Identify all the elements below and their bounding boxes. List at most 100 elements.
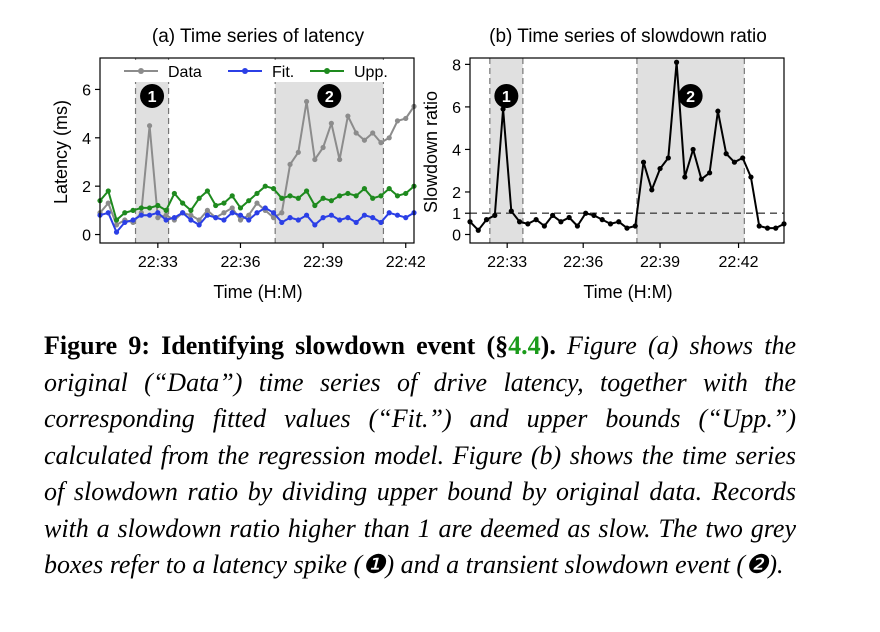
series-fit-point — [146, 212, 153, 218]
chart-a-event-number-1: 1 — [148, 89, 157, 106]
series-upp-point — [188, 207, 194, 213]
latency-chart: (a) Time series of latency 1 2 0 2 4 6 22:33… — [51, 26, 426, 302]
series-fit-point — [287, 215, 293, 221]
series-data-point — [163, 212, 169, 218]
series-fit-point — [221, 217, 227, 223]
series-data-point — [295, 149, 301, 155]
series-fit-point — [279, 219, 285, 226]
caption-lead-close: ). — [540, 331, 556, 360]
series-fit-point — [155, 210, 161, 216]
chart-b-xtick-label: 22:42 — [719, 254, 759, 271]
series-fit-point — [180, 210, 186, 216]
series-fit-point — [113, 229, 120, 235]
series-fit-point — [229, 210, 235, 216]
section-reference-link[interactable]: 4.4 — [508, 331, 541, 360]
series-data-point — [312, 156, 318, 163]
series-data-point — [394, 118, 401, 124]
chart-a-ytick-label: 6 — [82, 82, 91, 99]
series-slowdown-ratio-point — [740, 155, 746, 161]
series-fit-point — [320, 215, 326, 221]
chart-b-ytick-label: 8 — [452, 57, 461, 74]
chart-a-xtick-label: 22:42 — [386, 254, 426, 271]
series-upp-point — [287, 193, 293, 199]
series-upp-point — [312, 202, 318, 209]
chart-b-xtick-label: 22:36 — [563, 254, 603, 271]
series-upp-point — [171, 190, 177, 197]
chart-b-event-number-1: 1 — [502, 89, 511, 106]
series-slowdown-ratio-point — [616, 219, 622, 225]
series-upp-point — [320, 195, 326, 201]
series-upp-point — [361, 185, 368, 192]
series-data-point — [105, 200, 111, 206]
series-fit-point — [138, 212, 144, 218]
series-upp-point — [270, 185, 277, 192]
series-upp-point — [196, 195, 202, 201]
series-slowdown-ratio-point — [599, 217, 605, 223]
series-slowdown-ratio-point — [649, 187, 655, 193]
series-upp-point — [180, 200, 186, 206]
series-data-point — [237, 217, 244, 223]
series-data-point — [279, 210, 285, 216]
series-slowdown-ratio-point — [731, 159, 738, 165]
chart-a-ytick-label: 4 — [82, 131, 91, 148]
series-fit-point — [353, 219, 359, 226]
series-slowdown-ratio-point — [682, 174, 688, 180]
series-upp-point — [130, 207, 136, 213]
series-slowdown-ratio-point — [541, 223, 547, 229]
series-slowdown-ratio-point — [624, 225, 630, 231]
series-fit-point — [246, 217, 252, 223]
series-upp-point — [237, 205, 244, 211]
chart-a-frame — [99, 57, 415, 244]
legend-data-marker — [138, 68, 144, 74]
series-slowdown-ratio-point — [591, 212, 597, 218]
series-slowdown-ratio-point — [483, 217, 490, 223]
series-slowdown-ratio-point — [690, 146, 696, 153]
chart-b-xtick-label: 22:39 — [640, 254, 680, 271]
series-fit-point — [303, 212, 310, 218]
chart-a-ylabel: Latency (ms) — [51, 100, 71, 204]
series-slowdown-ratio-point — [566, 214, 572, 221]
series-slowdown-ratio-point — [764, 225, 771, 231]
caption-lead: Figure 9: Identifying slowdown event (§4… — [44, 331, 556, 360]
caption-lead-text: Figure 9: Identifying slowdown event (§ — [44, 331, 509, 360]
legend-upp-label: Upp. — [354, 64, 388, 81]
series-data-point — [320, 144, 326, 151]
chart-b-ytick-label: 6 — [452, 100, 461, 117]
series-data-point — [196, 217, 202, 223]
series-data-point — [370, 130, 376, 136]
chart-b-xtick-label: 22:33 — [487, 254, 527, 271]
series-upp-point — [403, 190, 409, 197]
series-fit-point — [270, 210, 277, 216]
series-data-point — [337, 156, 343, 163]
series-fit-point — [394, 212, 401, 218]
series-upp-point — [295, 195, 301, 201]
series-slowdown-ratio-point — [723, 151, 729, 157]
series-slowdown-ratio-point — [492, 212, 498, 218]
series-data-point — [254, 200, 260, 206]
series-data-point — [303, 98, 310, 105]
series-upp-point — [345, 190, 351, 197]
series-fit-point — [163, 217, 169, 223]
series-fit-point — [204, 212, 211, 218]
series-fit-point — [237, 212, 244, 218]
series-fit-point — [403, 215, 409, 221]
legend-fit-label: Fit. — [272, 64, 294, 81]
series-fit-point — [378, 219, 384, 226]
series-upp-point — [246, 198, 252, 204]
series-fit-point — [328, 212, 334, 218]
series-slowdown-ratio-point — [607, 221, 614, 227]
series-fit-point — [171, 215, 177, 221]
chart-a-legend: Data Fit. Upp. — [118, 60, 406, 82]
series-slowdown-ratio-point — [657, 165, 663, 172]
series-data-point — [378, 140, 384, 146]
series-slowdown-ratio-point — [665, 155, 671, 161]
series-data-point — [188, 212, 194, 218]
legend-fit-marker — [242, 68, 248, 74]
series-slowdown-ratio-point — [773, 225, 779, 231]
series-upp-point — [229, 193, 235, 199]
series-upp-point — [213, 202, 219, 209]
series-fit-point — [386, 210, 392, 216]
series-fit-point — [196, 222, 202, 228]
figure-caption: Figure 9: Identifying slowdown event (§4… — [44, 328, 796, 584]
series-slowdown-ratio-point — [558, 219, 564, 225]
